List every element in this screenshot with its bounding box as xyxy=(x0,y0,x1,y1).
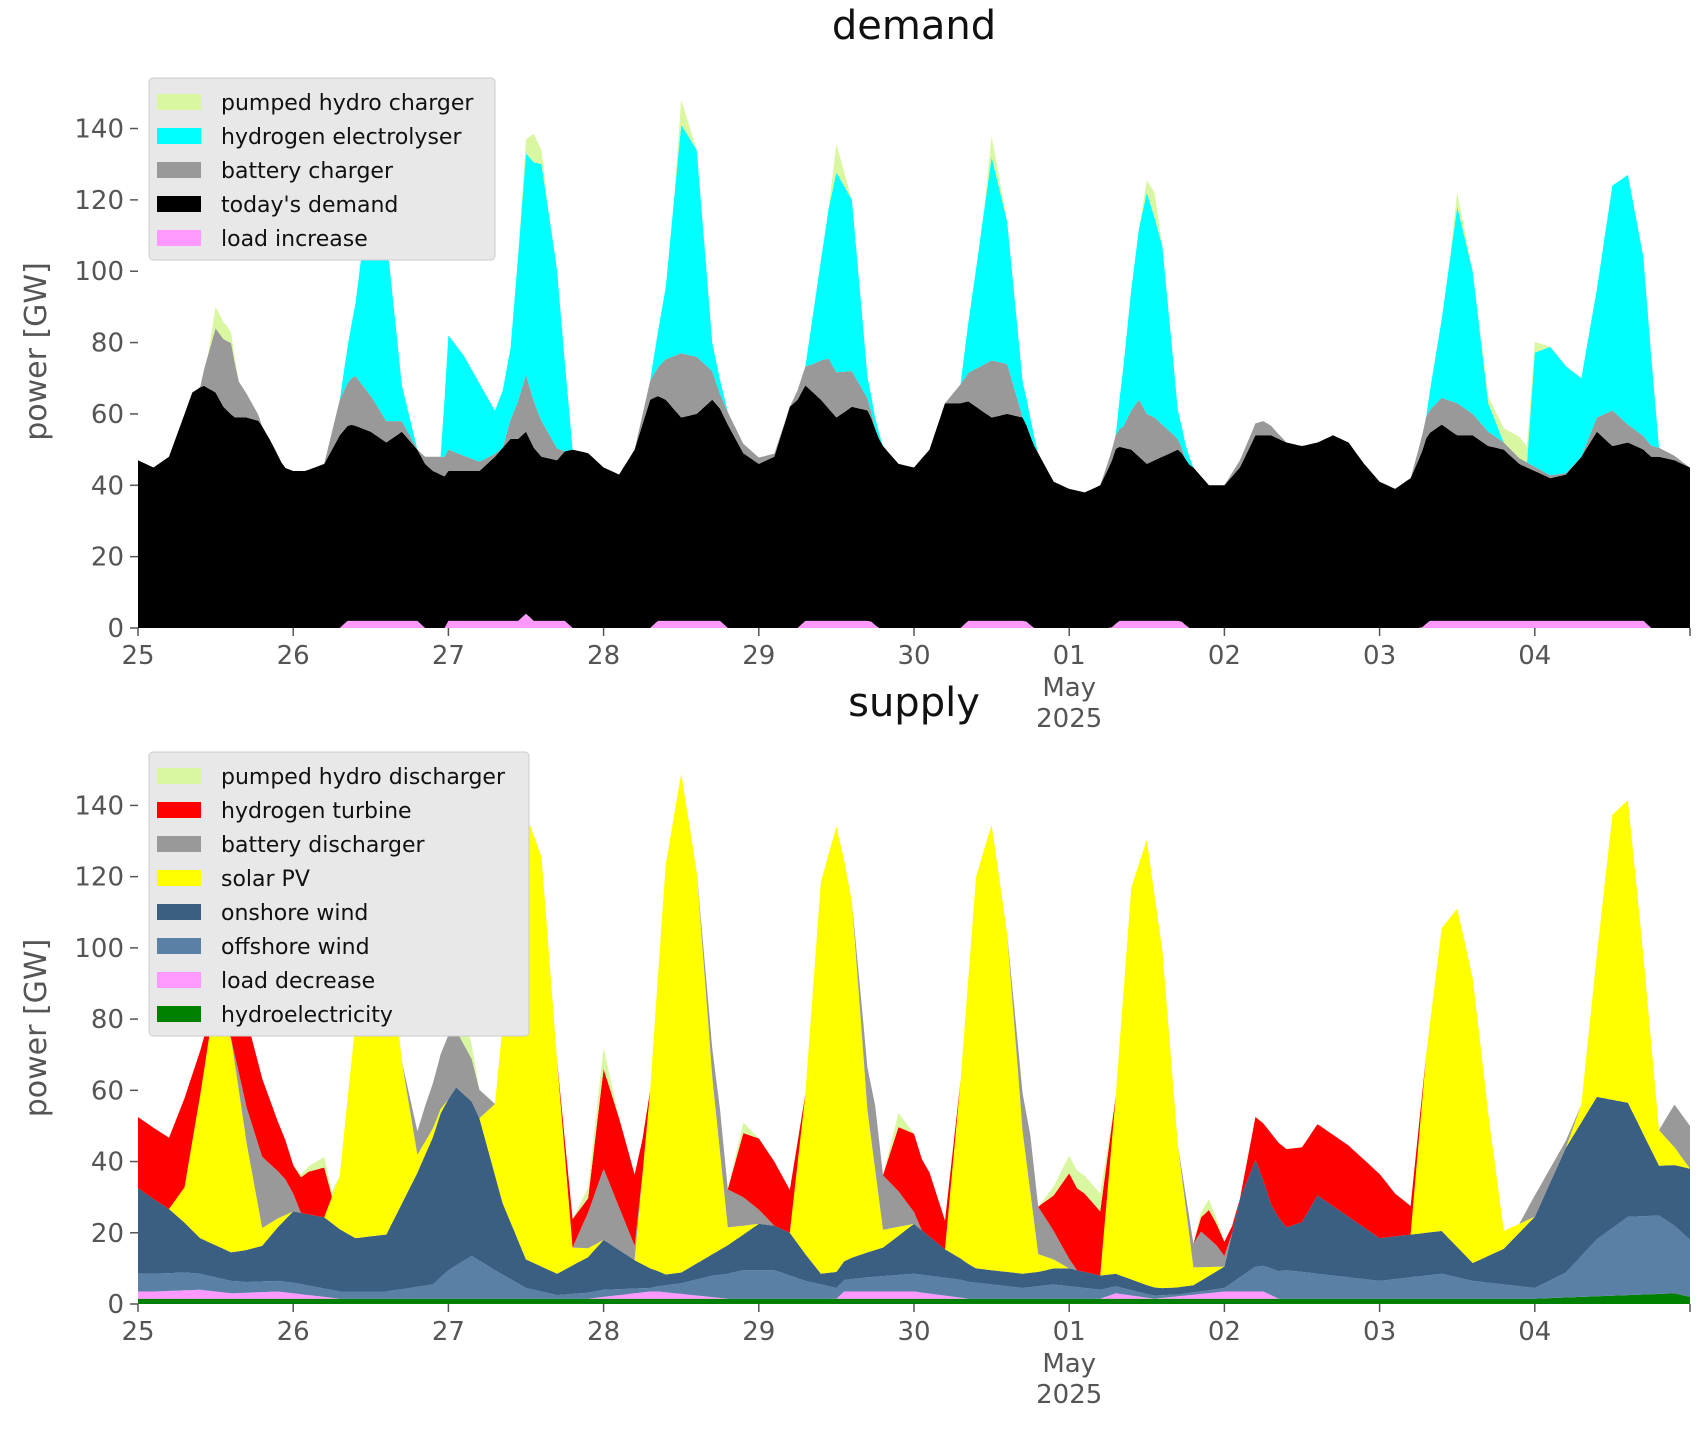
area-offshore-wind xyxy=(138,1215,1690,1299)
legend-label: hydroelectricity xyxy=(221,1003,393,1028)
area-load-decrease xyxy=(138,1289,1690,1299)
x-tick-label: 02 xyxy=(1208,641,1241,671)
legend-label: pumped hydro charger xyxy=(221,91,474,116)
x-tick-label: 25 xyxy=(121,641,154,671)
x-tick-label: 27 xyxy=(432,641,465,671)
y-tick-label: 100 xyxy=(74,257,124,287)
legend-box xyxy=(148,751,530,1037)
x-tick-label: 29 xyxy=(742,641,775,671)
legend-label: load decrease xyxy=(221,969,375,994)
legend-swatch xyxy=(157,802,201,818)
x-year-label: 2025 xyxy=(1036,704,1102,734)
legend-label: load increase xyxy=(221,227,368,252)
x-tick-label: 28 xyxy=(587,641,620,671)
area-hydrogen-electrolyser xyxy=(138,124,1690,493)
chart-title: demand xyxy=(832,3,996,49)
x-year-label: 2025 xyxy=(1036,1380,1102,1410)
x-tick-label: 04 xyxy=(1518,1317,1551,1347)
legend-swatch xyxy=(157,196,201,212)
legend-swatch xyxy=(157,230,201,246)
x-month-label: May xyxy=(1042,673,1096,703)
legend-swatch xyxy=(157,836,201,852)
area-onshore-wind xyxy=(138,1087,1690,1296)
y-tick-label: 20 xyxy=(91,1219,124,1249)
legend-label: hydrogen electrolyser xyxy=(221,125,462,150)
y-tick-label: 40 xyxy=(91,471,124,501)
y-tick-label: 0 xyxy=(107,614,124,644)
legend-box xyxy=(148,77,496,261)
x-tick-label: 01 xyxy=(1053,641,1086,671)
y-tick-label: 40 xyxy=(91,1148,124,1178)
x-tick-label: 30 xyxy=(897,641,930,671)
legend-swatch xyxy=(157,162,201,178)
legend-swatch xyxy=(157,870,201,886)
y-axis-label: power [GW] xyxy=(19,262,54,441)
legend-swatch xyxy=(157,94,201,110)
x-tick-label: 29 xyxy=(742,1317,775,1347)
y-tick-label: 140 xyxy=(74,791,124,821)
x-tick-label: 27 xyxy=(432,1317,465,1347)
x-tick-label: 26 xyxy=(277,1317,310,1347)
y-tick-label: 60 xyxy=(91,400,124,430)
legend-label: offshore wind xyxy=(221,935,370,960)
x-tick-label: 28 xyxy=(587,1317,620,1347)
legend-swatch xyxy=(157,938,201,954)
y-tick-label: 80 xyxy=(91,1005,124,1035)
x-tick-label: 03 xyxy=(1363,641,1396,671)
legend-label: battery charger xyxy=(221,159,394,184)
legend-label: today's demand xyxy=(221,193,398,218)
y-tick-label: 0 xyxy=(107,1290,124,1320)
x-tick-label: 02 xyxy=(1208,1317,1241,1347)
area-today-s-demand xyxy=(138,385,1690,628)
chart-title: supply xyxy=(848,680,980,726)
y-tick-label: 80 xyxy=(91,329,124,359)
x-tick-label: 30 xyxy=(897,1317,930,1347)
x-tick-label: 03 xyxy=(1363,1317,1396,1347)
y-tick-label: 60 xyxy=(91,1076,124,1106)
area-load-increase xyxy=(138,613,1690,628)
x-tick-label: 26 xyxy=(277,641,310,671)
x-tick-label: 04 xyxy=(1518,641,1551,671)
legend-swatch xyxy=(157,768,201,784)
legend-swatch xyxy=(157,128,201,144)
x-tick-label: 25 xyxy=(121,1317,154,1347)
y-tick-label: 120 xyxy=(74,186,124,216)
y-tick-label: 20 xyxy=(91,543,124,573)
area-hydroelectricity xyxy=(138,1293,1690,1304)
y-tick-label: 120 xyxy=(74,863,124,893)
x-month-label: May xyxy=(1042,1349,1096,1379)
legend-swatch xyxy=(157,972,201,988)
legend-label: pumped hydro discharger xyxy=(221,765,506,790)
legend-label: hydrogen turbine xyxy=(221,799,412,824)
legend-label: solar PV xyxy=(221,867,310,892)
y-tick-label: 140 xyxy=(74,115,124,145)
y-tick-label: 100 xyxy=(74,934,124,964)
x-tick-label: 01 xyxy=(1053,1317,1086,1347)
legend-label: onshore wind xyxy=(221,901,368,926)
area-hydrogen-turbine xyxy=(138,774,1690,1276)
legend-swatch xyxy=(157,904,201,920)
y-axis-label: power [GW] xyxy=(19,939,54,1118)
legend-swatch xyxy=(157,1006,201,1022)
legend-label: battery discharger xyxy=(221,833,426,858)
